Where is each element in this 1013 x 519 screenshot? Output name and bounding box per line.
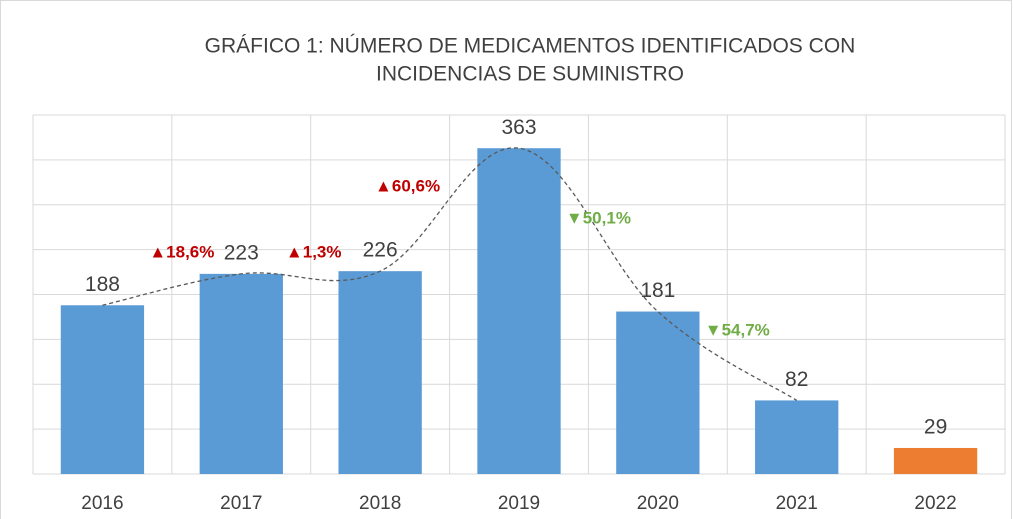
data-label: 223 xyxy=(224,241,259,264)
bar xyxy=(338,271,422,474)
annotation: ▲1,3% xyxy=(286,242,342,261)
x-tick-label: 2019 xyxy=(498,493,540,514)
x-tick-label: 2016 xyxy=(81,493,123,514)
annotation: ▼54,7% xyxy=(705,320,770,339)
x-tick-label: 2021 xyxy=(776,493,818,514)
x-tick-label: 2017 xyxy=(220,493,262,514)
bar xyxy=(477,148,561,474)
data-label: 188 xyxy=(85,273,120,296)
trend-line xyxy=(102,147,798,401)
annotation: ▼50,1% xyxy=(566,208,631,227)
bar xyxy=(893,447,978,474)
data-label: 181 xyxy=(640,279,675,302)
bar xyxy=(616,311,700,474)
data-label: 226 xyxy=(363,239,398,262)
bar xyxy=(755,400,839,474)
annotation: ▲18,6% xyxy=(149,242,214,261)
annotation: ▲60,6% xyxy=(375,176,440,195)
data-label: 82 xyxy=(785,368,808,391)
x-tick-label: 2018 xyxy=(359,493,401,514)
x-tick-label: 2022 xyxy=(914,493,956,514)
data-label: 363 xyxy=(501,116,536,139)
data-label: 29 xyxy=(924,416,947,439)
bar xyxy=(60,305,145,474)
x-tick-label: 2020 xyxy=(637,493,679,514)
chart-title: INCIDENCIAS DE SUMINISTRO xyxy=(376,63,684,86)
bar xyxy=(199,273,283,474)
chart-title: GRÁFICO 1: NÚMERO DE MEDICAMENTOS IDENTI… xyxy=(205,35,856,58)
